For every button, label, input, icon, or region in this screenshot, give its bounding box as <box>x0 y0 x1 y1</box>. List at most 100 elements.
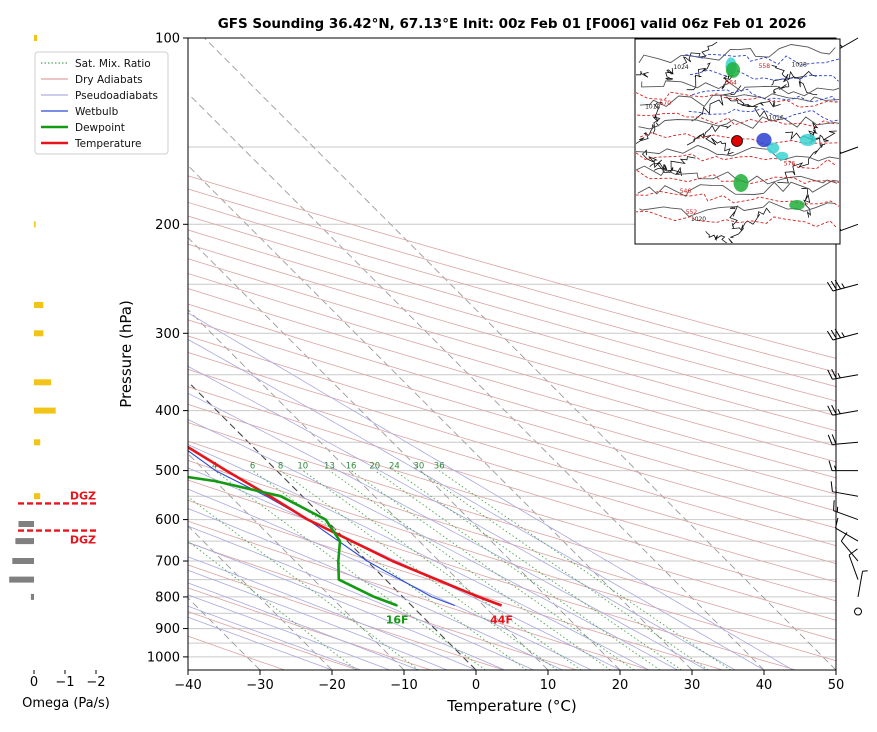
barb-half-flag <box>863 571 868 572</box>
wind-barb <box>835 518 858 541</box>
y-tick-label: 600 <box>155 513 180 528</box>
mixing-ratio-label: 20 <box>369 462 380 472</box>
barb-staff <box>835 528 858 541</box>
barb-half-flag <box>838 373 840 378</box>
y-tick-label: 500 <box>155 464 180 479</box>
omega-bar <box>34 221 36 227</box>
pseudoadiabat <box>0 224 678 670</box>
barb-flag <box>827 331 832 340</box>
mixing-ratio-line <box>96 471 357 670</box>
inset-contour-label: 1020 <box>691 216 706 223</box>
barb-half-flag <box>842 283 845 287</box>
y-tick-label: 1000 <box>147 650 180 665</box>
pseudoadiabat <box>0 224 476 670</box>
y-axis-label: Pressure (hPa) <box>117 300 135 408</box>
legend-label-mixing: Sat. Mix. Ratio <box>75 58 151 70</box>
pseudoadiabat <box>0 224 390 670</box>
y-tick-label: 300 <box>155 327 180 342</box>
omega-bar <box>15 538 34 544</box>
y-tick-label: 400 <box>155 404 180 419</box>
inset-contour-label: 570 <box>660 100 672 107</box>
chart-title: GFS Sounding 36.42°N, 67.13°E Init: 00z … <box>218 16 807 32</box>
mixing-ratio-line <box>394 471 681 670</box>
x-axis-label: Temperature (°C) <box>446 697 576 715</box>
mixing-ratio-label: 1 <box>93 462 98 472</box>
barb-flag <box>828 435 832 445</box>
barb-flag <box>829 461 832 471</box>
legend-label-dry: Dry Adiabats <box>75 74 143 86</box>
barb-flag <box>841 532 847 541</box>
x-tick-label: −40 <box>174 678 201 693</box>
sounding-location-marker <box>732 136 743 147</box>
precip-area <box>776 152 789 161</box>
mixing-ratio-line <box>281 471 558 670</box>
omega-bar <box>12 558 34 564</box>
x-tick-label: 30 <box>684 678 701 693</box>
omega-axis-label: Omega (Pa/s) <box>22 696 110 711</box>
barb-flag <box>827 282 832 291</box>
y-tick-label: 200 <box>155 218 180 233</box>
pseudoadiabat <box>0 224 591 670</box>
legend-label-wetbulb: Wetbulb <box>75 106 119 118</box>
x-tick-label: 40 <box>756 678 773 693</box>
omega-bar <box>31 594 34 600</box>
precip-area <box>800 134 817 146</box>
x-tick-label: 20 <box>612 678 629 693</box>
barb-flag <box>831 481 832 491</box>
pseudoadiabat <box>0 224 562 670</box>
mixing-ratio-line <box>253 471 527 670</box>
x-tick-label: 10 <box>540 678 557 693</box>
wind-barb <box>849 549 858 580</box>
x-tick-label: −20 <box>318 678 345 693</box>
pseudoadiabat <box>0 224 764 670</box>
surface-dewpoint-label: 16F <box>386 614 409 627</box>
omega-bar <box>34 379 51 385</box>
inset-contour-label: 558 <box>759 63 771 70</box>
x-tick-label: 50 <box>828 678 845 693</box>
dgz-label: DGZ <box>70 534 96 547</box>
mixing-ratio-line <box>303 471 582 670</box>
inset-contour-label: 546 <box>680 188 692 195</box>
legend-label-pseudo: Pseudoadiabats <box>75 90 158 102</box>
mixing-ratio-label: 8 <box>278 462 283 472</box>
mixing-ratio-line <box>215 471 486 670</box>
pseudoadiabat <box>0 224 534 670</box>
inset-contour-label: 1016 <box>769 114 784 121</box>
barb-staff <box>858 571 863 597</box>
wind-barb <box>827 280 858 291</box>
barb-half-flag <box>836 487 837 492</box>
y-tick-label: 900 <box>155 622 180 637</box>
x-tick-label: 0 <box>472 678 480 693</box>
omega-bar <box>9 577 34 583</box>
pseudoadiabat <box>0 224 505 670</box>
precip-area <box>789 200 805 210</box>
omega-bar <box>19 521 35 527</box>
y-tick-label: 100 <box>155 32 180 47</box>
pseudoadiabat <box>0 224 361 670</box>
wind-barb <box>858 571 868 597</box>
wind-barb <box>834 500 858 519</box>
inset-contour-label: 564 <box>725 79 737 86</box>
precip-area <box>733 174 748 192</box>
pseudoadiabat <box>0 224 418 670</box>
barb-half-flag <box>838 409 840 414</box>
omega-bar <box>34 439 40 445</box>
omega-bar <box>34 330 43 336</box>
inset-contour-label: 576 <box>784 160 796 167</box>
x-tick-label: −30 <box>246 678 273 693</box>
omega-tick-label: −1 <box>55 675 74 690</box>
omega-bar <box>34 408 56 414</box>
legend-label-dewpoint: Dewpoint <box>75 122 125 134</box>
mixing-ratio-label: 13 <box>324 462 335 472</box>
legend-label-temperature: Temperature <box>74 138 142 150</box>
inset-contour-label: 1018 <box>645 104 660 111</box>
dgz-label: DGZ <box>70 489 96 502</box>
mixing-ratio-line <box>153 471 418 670</box>
wind-barb <box>828 434 858 444</box>
calm-wind-marker <box>855 608 862 615</box>
omega-bar <box>34 302 43 308</box>
y-tick-label: 700 <box>155 555 180 570</box>
precip-area <box>756 133 771 147</box>
